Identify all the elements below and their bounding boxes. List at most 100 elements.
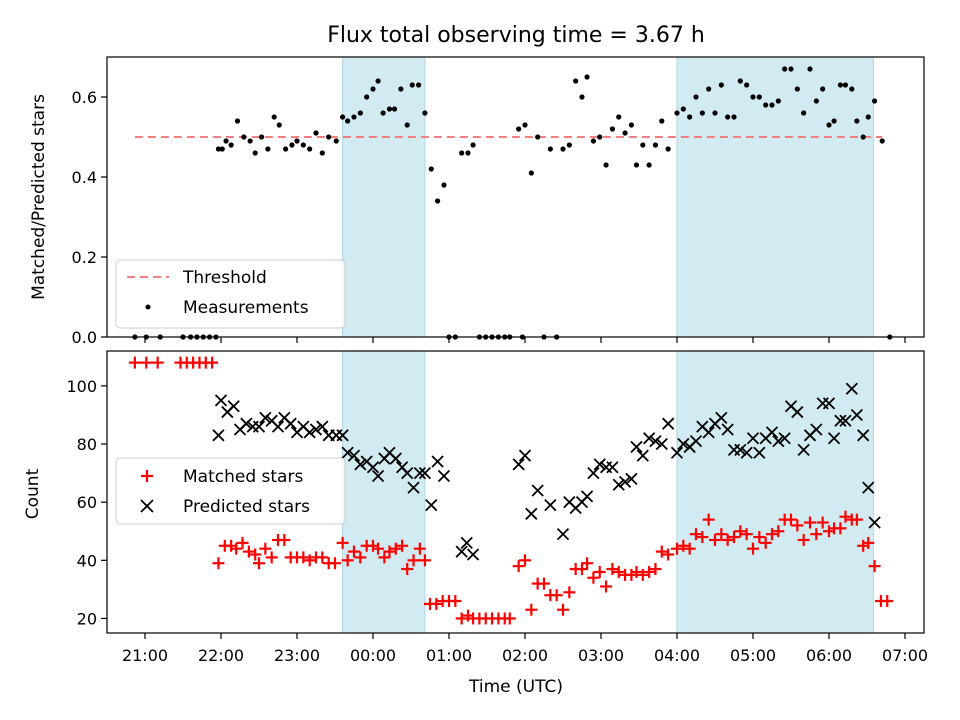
matched-star-point — [206, 356, 219, 369]
matched-star-point — [791, 519, 804, 532]
measurement-point — [579, 94, 585, 100]
matched-star-point — [449, 595, 462, 608]
predicted-star-point — [606, 461, 619, 474]
measurement-point — [597, 134, 603, 140]
y-tick-label: 100 — [66, 377, 97, 396]
matched-star-point — [341, 554, 354, 567]
bottom-legend-box — [115, 457, 346, 525]
shaded-regions — [342, 350, 874, 634]
matched-star-point — [810, 528, 823, 541]
predicted-star-point — [797, 443, 810, 456]
matched-star-point — [413, 542, 426, 555]
matched-star-point — [396, 539, 409, 552]
predicted-star-point — [857, 429, 870, 442]
predicted-star-point — [649, 434, 662, 448]
predicted-star-point — [618, 475, 632, 488]
matched-star-point — [649, 563, 662, 576]
predicted-star-point — [271, 420, 285, 433]
measurement-point — [616, 114, 622, 120]
matched-star-point — [709, 533, 721, 546]
predicted-star-point — [721, 423, 734, 436]
measurement-point — [459, 150, 465, 156]
measurement-point — [271, 114, 277, 120]
predicted-star-point — [587, 466, 600, 480]
chart-title: Flux total observing time = 3.67 h — [327, 23, 705, 48]
matched-star-point — [785, 513, 797, 526]
measurement-point — [300, 142, 306, 148]
predicted-star-point — [227, 400, 240, 413]
predicted-star-point — [316, 420, 329, 433]
y-tick-label: 0.0 — [72, 328, 97, 347]
matched-star-point — [557, 603, 569, 616]
matched-star-point — [702, 513, 715, 526]
measurement-point — [756, 94, 762, 100]
bottom-y-axis-label: Count — [23, 468, 43, 519]
matched-star-point — [253, 557, 265, 570]
measurement-point — [794, 86, 800, 92]
shaded-region — [342, 350, 426, 634]
top-legend: Threshold Measurements — [115, 259, 346, 329]
matched-star-point — [671, 542, 683, 555]
matched-star-point — [766, 528, 778, 541]
predicted-star-point — [425, 498, 438, 512]
measurement-point — [247, 138, 253, 144]
matched-star-point — [140, 356, 153, 369]
predicted-star-point — [212, 429, 225, 442]
predicted-star-point — [845, 382, 858, 395]
measurement-point — [854, 118, 860, 124]
legend-matched-swatch — [141, 470, 153, 482]
measurement-point — [364, 94, 370, 100]
predicted-star-point — [772, 434, 785, 448]
matched-star-point — [636, 568, 649, 581]
matched-star-point — [696, 531, 709, 544]
predicted-star-point — [407, 481, 420, 494]
measurement-point — [788, 66, 794, 72]
predicted-star-point — [303, 426, 316, 439]
x-tick-label: 06:00 — [806, 646, 852, 665]
measurement-point — [428, 166, 434, 172]
matched-star-point — [538, 577, 550, 590]
shaded-region — [342, 56, 426, 338]
bottom-legend: Matched stars Predicted stars — [115, 457, 346, 525]
matched-star-point — [612, 565, 625, 578]
top-legend-box — [115, 259, 346, 329]
x-tick-label: 21:00 — [122, 646, 168, 665]
matched-star-point — [230, 542, 243, 555]
predicted-star-point — [670, 446, 684, 459]
y-tick-label: 20 — [77, 609, 97, 628]
matched-star-point — [677, 539, 690, 552]
matched-star-point — [336, 536, 349, 549]
y-tick-label: 0.6 — [72, 88, 97, 107]
measurement-point — [872, 98, 878, 104]
measurement-point — [386, 106, 393, 112]
measurement-point — [775, 98, 781, 104]
matched-star-point — [259, 542, 272, 555]
measurement-point — [652, 142, 659, 148]
predicted-star-point — [850, 408, 864, 422]
bottom-y-ticks: 20 40 60 80 100 — [66, 377, 107, 628]
top-y-axis-label: Matched/Predicted stars — [29, 94, 49, 300]
x-tick-label: 23:00 — [274, 646, 320, 665]
measurement-point — [646, 162, 652, 168]
predicted-stars-points — [212, 382, 881, 561]
legend-predicted-label: Predicted stars — [183, 497, 310, 517]
x-tick-label: 01:00 — [426, 646, 472, 665]
measurement-point — [860, 134, 866, 140]
measurement-point — [603, 162, 609, 168]
predicted-star-point — [765, 426, 779, 439]
measurement-point — [516, 126, 522, 132]
predicted-star-point — [366, 461, 380, 474]
matched-star-point — [606, 563, 619, 576]
matched-star-point — [747, 542, 759, 555]
matched-star-point — [503, 612, 516, 625]
predicted-star-point — [460, 536, 473, 550]
predicted-star-point — [259, 411, 272, 425]
measurement-point — [398, 86, 404, 92]
predicted-star-point — [734, 443, 747, 456]
matched-star-point — [212, 557, 225, 570]
measurement-point — [391, 106, 398, 112]
predicted-star-point — [284, 417, 297, 430]
top-panel: 0.0 0.2 0.4 0.6 Matched/Predicted stars Thr… — [29, 56, 925, 347]
matched-star-point — [581, 557, 594, 570]
matched-star-point — [655, 545, 668, 558]
